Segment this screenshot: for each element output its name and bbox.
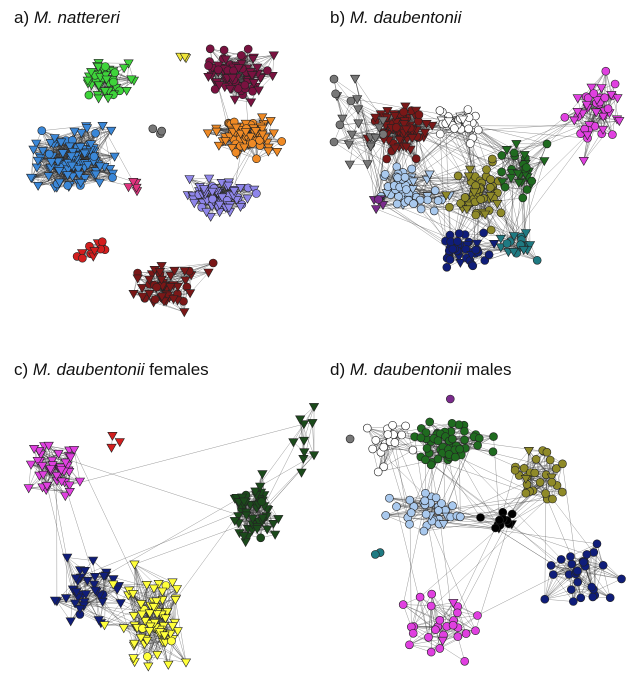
network-edge (351, 127, 380, 135)
network-edge (333, 78, 352, 102)
network-edge (253, 55, 274, 58)
network-edge (301, 422, 313, 473)
network-edge (54, 600, 99, 621)
network-edge (72, 125, 103, 141)
network-edge (41, 125, 87, 131)
panel-b-label: b) M. daubentonii (330, 8, 462, 27)
network-edge (466, 203, 498, 210)
network-edge (209, 58, 254, 62)
network-edge (65, 557, 68, 599)
network-edge (28, 461, 41, 489)
network-edge (349, 109, 359, 165)
network-edges (28, 48, 622, 667)
network-edge (104, 590, 130, 626)
network-edge (133, 262, 214, 295)
network-edge (312, 422, 315, 456)
network-edge (73, 449, 81, 482)
network-edge (28, 487, 70, 492)
network-edge (333, 141, 371, 147)
panel-a-label: a) M. nattereri (14, 8, 120, 27)
panel-c-label: c) M. daubentonii females (14, 360, 209, 379)
network-edge (208, 178, 230, 196)
network-edge (333, 141, 368, 165)
network-edge (149, 270, 185, 280)
network-edge (583, 119, 618, 161)
network-edge (189, 178, 210, 180)
network-edge (84, 570, 121, 604)
network-edge (42, 465, 66, 497)
network-edge (70, 589, 74, 622)
network-edge (336, 95, 359, 124)
network-edge (174, 588, 178, 623)
network-edge (335, 93, 353, 135)
network-edge (339, 124, 368, 165)
network-edge (67, 557, 94, 561)
network-edge (303, 406, 315, 441)
panel-d-label: d) M. daubentonii males (330, 360, 512, 379)
network-edge (30, 453, 59, 465)
network-edge (153, 302, 185, 313)
